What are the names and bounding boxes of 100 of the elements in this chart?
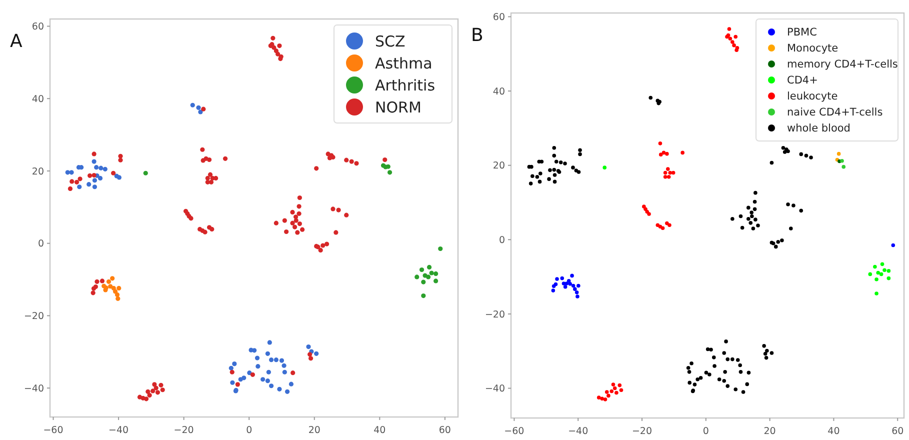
point (419, 267, 424, 272)
point (603, 398, 608, 402)
point (734, 34, 738, 39)
point (282, 370, 287, 374)
x-tick-label: 60 (438, 425, 451, 436)
y-tick-label: 0 (38, 238, 44, 250)
y-tick-label: −40 (24, 383, 44, 394)
point (230, 380, 235, 385)
legend-label: Asthma (375, 54, 432, 72)
point (647, 212, 651, 216)
y-tick-label: −40 (484, 384, 505, 395)
point (198, 110, 203, 114)
point (232, 362, 237, 366)
point (680, 150, 684, 155)
point (279, 358, 284, 363)
point (274, 358, 278, 362)
point (98, 166, 104, 170)
point (842, 164, 846, 169)
point (426, 274, 431, 280)
legend-label: whole blood (787, 122, 850, 135)
point (663, 174, 668, 179)
point (282, 363, 286, 368)
point (108, 284, 113, 289)
point (269, 384, 274, 388)
point (880, 262, 884, 266)
point (266, 370, 271, 374)
point (143, 170, 148, 176)
point (252, 348, 257, 353)
legend-label: CD4+ (787, 74, 818, 87)
point (265, 378, 270, 384)
x-tick-label: −40 (568, 426, 588, 437)
point (658, 152, 663, 156)
x-tick-label: −60 (43, 425, 64, 436)
point (65, 170, 70, 175)
point (660, 226, 665, 230)
point (734, 48, 738, 52)
point (732, 43, 736, 48)
point (563, 284, 568, 289)
point (434, 278, 438, 284)
point (92, 159, 96, 164)
x-tick-label: −40 (108, 425, 129, 436)
point (277, 386, 282, 392)
point (644, 207, 648, 212)
x-tick-label: 40 (374, 425, 386, 436)
point (574, 290, 579, 294)
point (256, 364, 260, 369)
point (614, 390, 618, 395)
point (840, 158, 844, 163)
point (662, 150, 666, 155)
point (254, 356, 260, 360)
point (606, 394, 610, 398)
point (671, 170, 676, 175)
point (604, 390, 609, 394)
point (102, 166, 108, 172)
point (886, 276, 891, 280)
point (228, 366, 234, 370)
point (421, 293, 426, 298)
point (98, 176, 103, 180)
point (387, 170, 392, 175)
point (116, 175, 122, 180)
point (568, 282, 572, 286)
point (619, 388, 624, 392)
point (560, 276, 564, 280)
point (612, 386, 617, 390)
point (426, 264, 432, 270)
point (269, 358, 274, 362)
point (876, 270, 880, 275)
point (110, 276, 115, 281)
point (882, 268, 886, 272)
x-tick-label: −20 (632, 426, 652, 437)
y-tick-label: −20 (484, 309, 505, 320)
point (551, 288, 556, 292)
point (438, 246, 443, 252)
point (555, 277, 559, 281)
legend-label: SCZ (375, 32, 406, 50)
x-tick-label: 40 (828, 426, 840, 437)
point (562, 282, 566, 286)
point (267, 340, 272, 345)
point (879, 272, 884, 276)
point (891, 243, 896, 248)
point (114, 292, 120, 298)
point (314, 351, 319, 356)
legend-label: NORM (375, 98, 422, 116)
x-tick-label: 0 (246, 425, 252, 436)
point (94, 165, 99, 170)
point (600, 396, 604, 401)
point (265, 351, 270, 356)
point (429, 270, 434, 276)
point (611, 382, 616, 386)
point (666, 167, 670, 171)
legend-label: PBMC (787, 26, 817, 39)
point (874, 292, 878, 296)
legend-label: Arthritis (375, 76, 436, 94)
point (92, 178, 98, 183)
legend-label: Monocyte (787, 42, 838, 55)
y-tick-label: 40 (492, 86, 505, 98)
text: A (10, 31, 23, 52)
point (288, 382, 294, 386)
point (116, 296, 120, 301)
x-tick-label: 0 (702, 426, 709, 437)
